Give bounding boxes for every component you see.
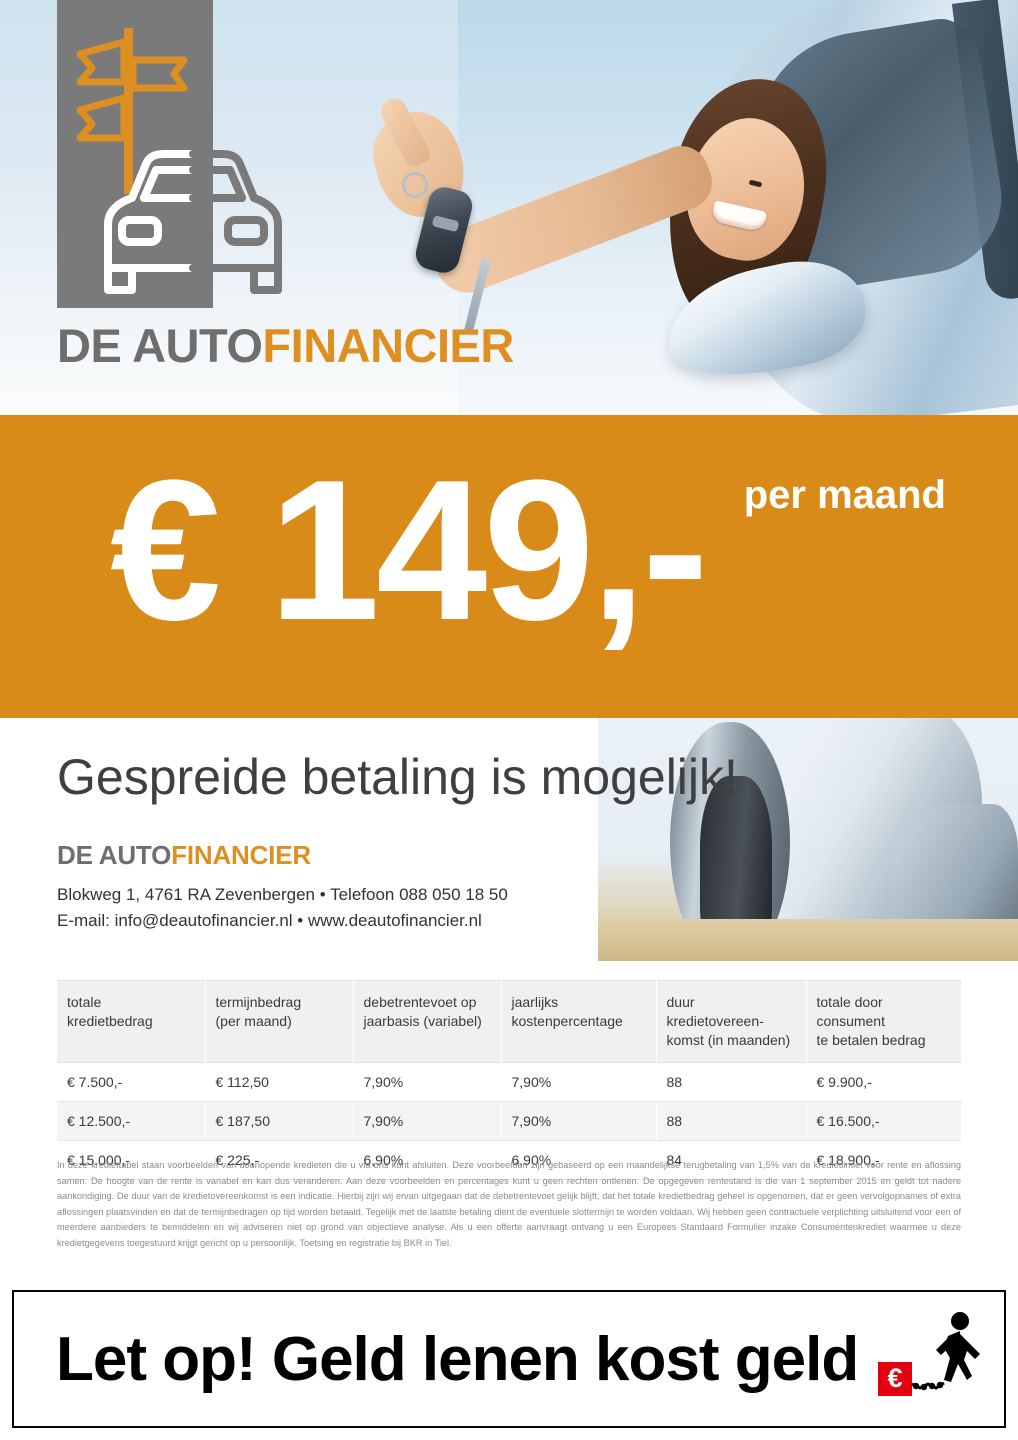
cell-termijnbedrag: € 225,-	[205, 1140, 354, 1180]
footer-logo-part1: DE AUTO	[57, 840, 172, 870]
cell-debetrentevoet: 7,90%	[353, 1062, 502, 1102]
afm-warning-text: Let op! Geld lenen kost geld	[56, 1325, 859, 1394]
col-header-line1: debetrentevoet op	[363, 994, 477, 1010]
cell-duur-maanden: 84	[656, 1140, 807, 1180]
price-amount: € 149,-	[110, 439, 709, 662]
headline-contact-section: Gespreide betaling is mogelijk! DE AUTOF…	[0, 718, 1018, 961]
col-header-line2: jaarbasis (variabel)	[363, 1013, 482, 1029]
cell-duur-maanden: 88	[656, 1101, 807, 1141]
page-title: Gespreide betaling is mogelijk!	[57, 749, 738, 805]
table-row: € 15.000,- € 225,- 6,90% 6,90% 84 € 18.9…	[57, 1140, 961, 1180]
col-header-debetrentevoet: debetrentevoet op jaarbasis (variabel)	[353, 980, 502, 1063]
table-row: € 7.500,- € 112,50 7,90% 7,90% 88 € 9.90…	[57, 1062, 961, 1102]
credit-table-wrapper: totale kredietbedrag termijnbedrag (per …	[57, 980, 961, 1180]
col-header-totale-te-betalen: totale door consument te betalen bedrag	[806, 980, 961, 1063]
cell-jaarlijks-kostenpercentage: 7,90%	[501, 1062, 657, 1102]
col-header-line2: komst (in maanden)	[666, 1032, 791, 1048]
price-banner: € 149,- per maand	[0, 415, 1018, 718]
cell-totale-kredietbedrag: € 12.500,-	[57, 1101, 206, 1141]
cell-totaal-te-betalen: € 16.500,-	[806, 1101, 961, 1141]
cell-totale-kredietbedrag: € 7.500,-	[57, 1062, 206, 1102]
contact-address-line: Blokweg 1, 4761 RA Zevenbergen • Telefoo…	[57, 885, 508, 904]
car-wheel-photo	[598, 718, 1018, 961]
credit-table-body: € 7.500,- € 112,50 7,90% 7,90% 88 € 9.90…	[57, 1062, 961, 1180]
price-period-label: per maand	[743, 473, 946, 517]
col-header-jaarlijks-kostenpercentage: jaarlijks kostenpercentage	[501, 980, 657, 1063]
footer-logo-wordmark: DE AUTOFINANCIER	[57, 840, 311, 871]
cell-termijnbedrag: € 112,50	[205, 1062, 354, 1102]
footer-logo-part2: FINANCIER	[171, 840, 311, 870]
logo-wordmark-part2: FINANCIER	[262, 319, 514, 372]
col-header-line1: duur kredietovereen-	[666, 994, 764, 1029]
afm-warning-box: Let op! Geld lenen kost geld €	[12, 1290, 1006, 1428]
hero-section: DE AUTOFINANCIER	[0, 0, 1018, 415]
cell-debetrentevoet: 6,90%	[353, 1140, 502, 1180]
col-header-line2: kostenpercentage	[511, 1013, 623, 1029]
logo-wordmark: DE AUTOFINANCIER	[57, 318, 514, 373]
col-header-line1: totale door consument	[816, 994, 885, 1029]
cell-debetrentevoet: 7,90%	[353, 1101, 502, 1141]
cell-jaarlijks-kostenpercentage: 7,90%	[501, 1101, 657, 1141]
svg-text:€: €	[887, 1363, 902, 1393]
credit-table: totale kredietbedrag termijnbedrag (per …	[57, 980, 961, 1180]
signpost-icon	[76, 28, 188, 194]
cell-jaarlijks-kostenpercentage: 6,90%	[501, 1140, 657, 1180]
col-header-termijnbedrag: termijnbedrag (per maand)	[205, 980, 354, 1063]
cell-totaal-te-betalen: € 9.900,-	[806, 1062, 961, 1102]
car-outline-icon	[104, 150, 282, 294]
table-row: € 12.500,- € 187,50 7,90% 7,90% 88 € 16.…	[57, 1101, 961, 1141]
col-header-duur-kredietovereenkomst: duur kredietovereen- komst (in maanden)	[656, 980, 807, 1063]
credit-table-head: totale kredietbedrag termijnbedrag (per …	[57, 980, 961, 1063]
col-header-totale-kredietbedrag: totale kredietbedrag	[57, 980, 206, 1063]
col-header-line1: jaarlijks	[511, 994, 559, 1010]
cell-totaal-te-betalen: € 18.900,-	[806, 1140, 961, 1180]
disclaimer-text: In deze krediettabel staan voorbeelden v…	[57, 1160, 961, 1248]
hero-photo	[362, 0, 1018, 415]
logo-wordmark-part1: DE AUTO	[57, 319, 263, 372]
col-header-line2: kredietbedrag	[67, 1013, 153, 1029]
walking-man-dragging-euro-weight-icon: €	[878, 1312, 980, 1396]
cell-termijnbedrag: € 187,50	[205, 1101, 354, 1141]
col-header-line1: totale	[67, 994, 102, 1010]
cell-totale-kredietbedrag: € 15.000,-	[57, 1140, 206, 1180]
cell-duur-maanden: 88	[656, 1062, 807, 1102]
contact-details: Blokweg 1, 4761 RA Zevenbergen • Telefoo…	[57, 882, 508, 934]
contact-email-line: E-mail: info@deautofinancier.nl • www.de…	[57, 911, 482, 930]
credit-table-header-row: totale kredietbedrag termijnbedrag (per …	[57, 980, 961, 1063]
col-header-line1: termijnbedrag	[215, 994, 302, 1010]
col-header-line2: te betalen bedrag	[816, 1032, 926, 1048]
sand-ground	[598, 919, 1018, 961]
col-header-line2: (per maand)	[215, 1013, 292, 1029]
